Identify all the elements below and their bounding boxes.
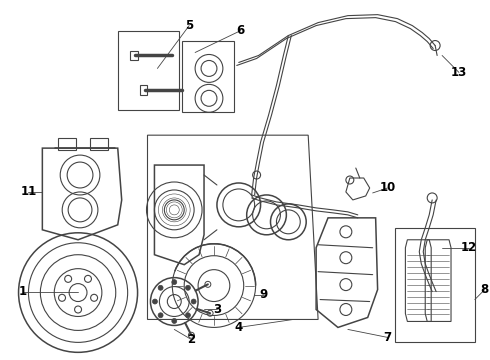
Text: 8: 8 xyxy=(481,283,489,296)
Bar xyxy=(140,85,147,95)
Circle shape xyxy=(158,313,163,318)
Circle shape xyxy=(152,299,157,304)
Text: 11: 11 xyxy=(21,185,37,198)
Text: 1: 1 xyxy=(19,285,26,298)
Bar xyxy=(130,50,138,60)
Circle shape xyxy=(172,280,177,285)
Bar xyxy=(118,31,179,110)
Circle shape xyxy=(186,285,191,290)
Bar xyxy=(90,138,108,150)
Text: 12: 12 xyxy=(461,241,477,254)
Circle shape xyxy=(158,285,163,290)
Bar xyxy=(182,41,234,112)
Text: 4: 4 xyxy=(235,321,243,334)
Text: 7: 7 xyxy=(384,331,392,344)
Bar xyxy=(58,138,76,150)
Circle shape xyxy=(172,319,177,323)
Bar xyxy=(395,228,475,342)
Circle shape xyxy=(191,299,196,304)
Text: 5: 5 xyxy=(185,19,193,32)
Text: 13: 13 xyxy=(451,66,467,79)
Text: 9: 9 xyxy=(259,288,268,301)
Text: 6: 6 xyxy=(237,24,245,37)
Circle shape xyxy=(186,313,191,318)
Text: 3: 3 xyxy=(213,303,221,316)
Text: 2: 2 xyxy=(187,333,195,346)
Text: 10: 10 xyxy=(379,181,395,194)
